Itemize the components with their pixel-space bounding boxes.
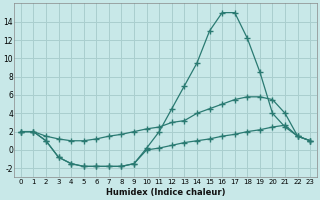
X-axis label: Humidex (Indice chaleur): Humidex (Indice chaleur) (106, 188, 225, 197)
